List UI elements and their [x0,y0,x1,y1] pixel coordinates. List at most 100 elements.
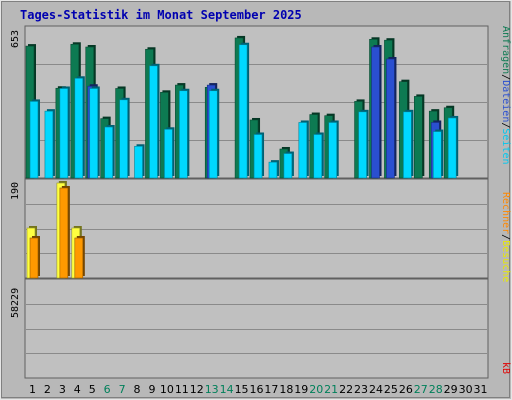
x-axis-label-day-20: 20 [309,383,323,396]
requests-bar-seiten-day-19 [298,120,309,179]
bar-face [283,153,293,179]
x-axis-label-day-4: 4 [74,383,81,396]
x-axis-label-day-27: 27 [414,383,428,396]
x-axis-label-day-6: 6 [104,383,111,396]
x-axis-label-day-14: 14 [220,383,234,396]
bar-face [59,187,69,279]
requests-bar-dateien-day-24 [371,44,382,179]
x-axis-label-day-24: 24 [369,383,383,396]
x-axis-label-day-21: 21 [324,383,338,396]
legend-separator-1: / [500,74,511,80]
bar-face [447,117,457,179]
panel-visits: 190 Rechner/Besuche [10,178,511,282]
requests-bar-seiten-day-10 [164,127,175,179]
legend-rechner: Rechner [500,192,511,234]
panel-visits-right-legend: Rechner/Besuche [500,192,511,282]
bar-face [313,134,323,179]
requests-bar-seiten-day-4 [74,76,85,179]
bar-face [371,46,380,179]
bar-face [89,88,99,179]
x-axis-label-day-2: 2 [44,383,51,396]
legend-anfragen: Anfragen [500,26,511,74]
x-axis-label-day-16: 16 [250,383,264,396]
bar-face [74,237,84,279]
requests-bar-seiten-day-17 [268,160,279,179]
requests-bar-seiten-day-23 [358,109,369,179]
legend-separator-3: / [500,234,511,240]
requests-bar-seiten-day-20 [313,132,324,179]
bar-face [268,161,278,179]
x-axis-label-day-1: 1 [29,383,36,396]
bar-face [328,122,338,179]
panel-visits-gridlines [26,204,487,254]
x-axis-label-day-9: 9 [148,383,155,396]
panel-traffic-gridlines [26,304,487,354]
bar-face [386,58,395,179]
requests-bar-seiten-day-11 [179,88,190,179]
requests-bar-seiten-day-28 [432,129,444,179]
x-axis-label-day-19: 19 [294,383,308,396]
visits-bar-rechner-day-4 [74,236,85,279]
x-axis-label-day-18: 18 [279,383,293,396]
x-axis-label-day-15: 15 [235,383,249,396]
bar-face [29,101,39,179]
x-axis-label-day-22: 22 [339,383,353,396]
requests-bar-anfragen-day-27 [414,94,425,179]
bar-face [29,237,39,279]
panel-traffic: 58229 kB [10,278,511,379]
panel-visits-frame [24,178,489,279]
panel-traffic-frame [24,278,489,379]
panel-visits-ymax-label: 190 [10,182,21,200]
panel-visits-bars [26,181,85,279]
bar-face [208,90,218,179]
bar-face [149,65,158,179]
requests-bar-seiten-day-3 [59,86,70,179]
legend-separator-2: / [500,122,511,128]
x-axis-label-day-11: 11 [175,383,189,396]
requests-bar-seiten-day-16 [253,132,265,179]
x-axis-label-day-26: 26 [399,383,413,396]
requests-bar-seiten-day-26 [403,109,414,179]
x-axis-label-day-29: 29 [444,383,458,396]
x-axis-day-labels: 1 2 3 4 5 6 7 8 9 10 11 12 13 14 15 16 17 18 19 20 21 22 23 24 2… [29,383,488,396]
requests-bar-seiten-day-9 [149,63,160,179]
requests-bar-dateien-day-25 [386,57,397,179]
x-axis-label-day-17: 17 [264,383,278,396]
legend-seiten: Seiten [500,128,511,164]
panel-traffic-ymax-label: 58229 [10,288,21,318]
bar-face [253,134,263,179]
bar-face [74,77,84,179]
requests-bar-seiten-day-2 [44,109,55,179]
requests-bar-seiten-day-5 [89,86,100,179]
x-axis-label-day-3: 3 [59,383,66,396]
svg-text:Rechner/Besuche: Rechner/Besuche [500,192,511,282]
x-axis-label-day-10: 10 [160,383,174,396]
bar-face [104,126,113,179]
chart-title: Tages-Statistik im Monat September 2025 [20,8,302,22]
x-axis-label-day-13: 13 [205,383,219,396]
requests-bar-seiten-day-7 [119,97,130,179]
bar-face [59,88,69,179]
bar-face [164,128,173,179]
x-axis-label-day-31: 31 [474,383,488,396]
x-axis-label-day-28: 28 [429,383,443,396]
requests-bar-seiten-day-15 [238,42,250,179]
x-axis-label-day-8: 8 [134,383,141,396]
panel-requests-right-legend: Anfragen/Dateien/Seiten [500,26,511,165]
bar-face [432,131,442,179]
legend-besuche: Besuche [500,240,511,282]
bar-face [298,122,308,179]
bar-face [403,111,412,179]
requests-bar-seiten-day-18 [283,151,294,179]
panel-requests-bars [25,35,459,179]
bar-face [414,96,423,179]
panel-requests-ymax-label: 653 [10,30,21,48]
requests-bar-seiten-day-8 [134,144,145,179]
visits-bar-rechner-day-1 [29,236,40,279]
bar-face [358,111,367,179]
bar-face [44,110,54,179]
legend-dateien: Dateien [500,80,511,122]
x-axis-label-day-7: 7 [119,383,126,396]
